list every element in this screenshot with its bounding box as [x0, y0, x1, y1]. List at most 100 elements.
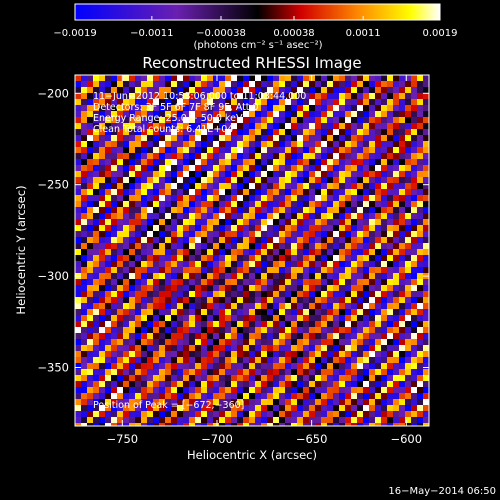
heatmap-cell [153, 273, 160, 280]
heatmap-cell [309, 111, 316, 118]
heatmap-cell [375, 405, 382, 412]
heatmap-cell [309, 369, 316, 376]
heatmap-cell [177, 153, 184, 160]
heatmap-cell [177, 99, 184, 106]
heatmap-cell [117, 165, 124, 172]
heatmap-cell [201, 411, 208, 418]
heatmap-cell [249, 333, 256, 340]
heatmap-cell [417, 177, 424, 184]
heatmap-cell [279, 231, 286, 238]
heatmap-cell [339, 351, 346, 358]
heatmap-cell [399, 309, 406, 316]
heatmap-cell [105, 351, 112, 358]
heatmap-cell [135, 237, 142, 244]
heatmap-cell [255, 363, 262, 370]
heatmap-cell [159, 141, 166, 148]
heatmap-cell [321, 411, 328, 418]
heatmap-cell [225, 363, 232, 370]
heatmap-cell [363, 249, 370, 256]
heatmap-cell [87, 285, 94, 292]
heatmap-cell [381, 237, 388, 244]
heatmap-cell [339, 171, 346, 178]
heatmap-cell [381, 249, 388, 256]
heatmap-cell [123, 315, 130, 322]
heatmap-cell [165, 129, 172, 136]
heatmap-cell [291, 171, 298, 178]
heatmap-cell [75, 321, 82, 328]
heatmap-cell [387, 333, 394, 340]
heatmap-cell [351, 243, 358, 250]
heatmap-cell [129, 189, 136, 196]
heatmap-cell [357, 339, 364, 346]
heatmap-cell [255, 99, 262, 106]
heatmap-cell [105, 309, 112, 316]
heatmap-cell [213, 159, 220, 166]
heatmap-cell [345, 165, 352, 172]
heatmap-cell [141, 273, 148, 280]
heatmap-cells [75, 75, 429, 426]
heatmap-cell [333, 171, 340, 178]
heatmap-cell [171, 189, 178, 196]
heatmap-cell [225, 387, 232, 394]
heatmap-cell [213, 381, 220, 388]
heatmap-cell [405, 279, 412, 286]
heatmap-cell [207, 195, 214, 202]
heatmap-cell [375, 345, 382, 352]
heatmap-cell [189, 231, 196, 238]
heatmap-cell [213, 135, 220, 142]
heatmap-cell [219, 243, 226, 250]
heatmap-cell [237, 333, 244, 340]
heatmap-cell [423, 87, 429, 94]
heatmap-cell [81, 171, 88, 178]
heatmap-cell [147, 387, 154, 394]
heatmap-cell [117, 423, 124, 426]
heatmap-cell [369, 405, 376, 412]
heatmap-cell [141, 171, 148, 178]
heatmap-cell [417, 243, 424, 250]
heatmap-cell [135, 87, 142, 94]
heatmap-cell [159, 291, 166, 298]
heatmap-cell [183, 225, 190, 232]
heatmap-cell [231, 153, 238, 160]
heatmap-cell [333, 189, 340, 196]
heatmap-cell [297, 387, 304, 394]
heatmap-cell [111, 339, 118, 346]
heatmap-cell [381, 183, 388, 190]
heatmap-cell [327, 423, 334, 426]
heatmap-cell [105, 363, 112, 370]
heatmap-cell [345, 183, 352, 190]
heatmap-cell [159, 393, 166, 400]
heatmap-cell [417, 405, 424, 412]
heatmap-cell [399, 237, 406, 244]
heatmap-cell [303, 75, 310, 82]
heatmap-cell [411, 135, 418, 142]
heatmap-cell [405, 153, 412, 160]
heatmap-cell [87, 351, 94, 358]
heatmap-cell [351, 303, 358, 310]
heatmap-cell [267, 315, 274, 322]
heatmap-cell [255, 75, 262, 82]
heatmap-cell [363, 393, 370, 400]
heatmap-cell [399, 417, 406, 424]
heatmap-cell [345, 297, 352, 304]
heatmap-cell [189, 399, 196, 406]
heatmap-cell [243, 261, 250, 268]
heatmap-cell [333, 279, 340, 286]
heatmap-cell [141, 423, 148, 426]
heatmap-cell [405, 309, 412, 316]
heatmap-cell [357, 171, 364, 178]
heatmap-cell [93, 135, 100, 142]
heatmap-cell [201, 351, 208, 358]
heatmap-cell [297, 105, 304, 112]
heatmap-cell [273, 279, 280, 286]
heatmap-cell [369, 417, 376, 424]
heatmap-cell [267, 387, 274, 394]
heatmap-cell [159, 159, 166, 166]
heatmap-cell [231, 375, 238, 382]
heatmap-cell [357, 279, 364, 286]
heatmap-cell [423, 261, 429, 268]
heatmap-cell [99, 201, 106, 208]
heatmap-cell [123, 105, 130, 112]
heatmap-cell [399, 153, 406, 160]
heatmap-cell [117, 195, 124, 202]
